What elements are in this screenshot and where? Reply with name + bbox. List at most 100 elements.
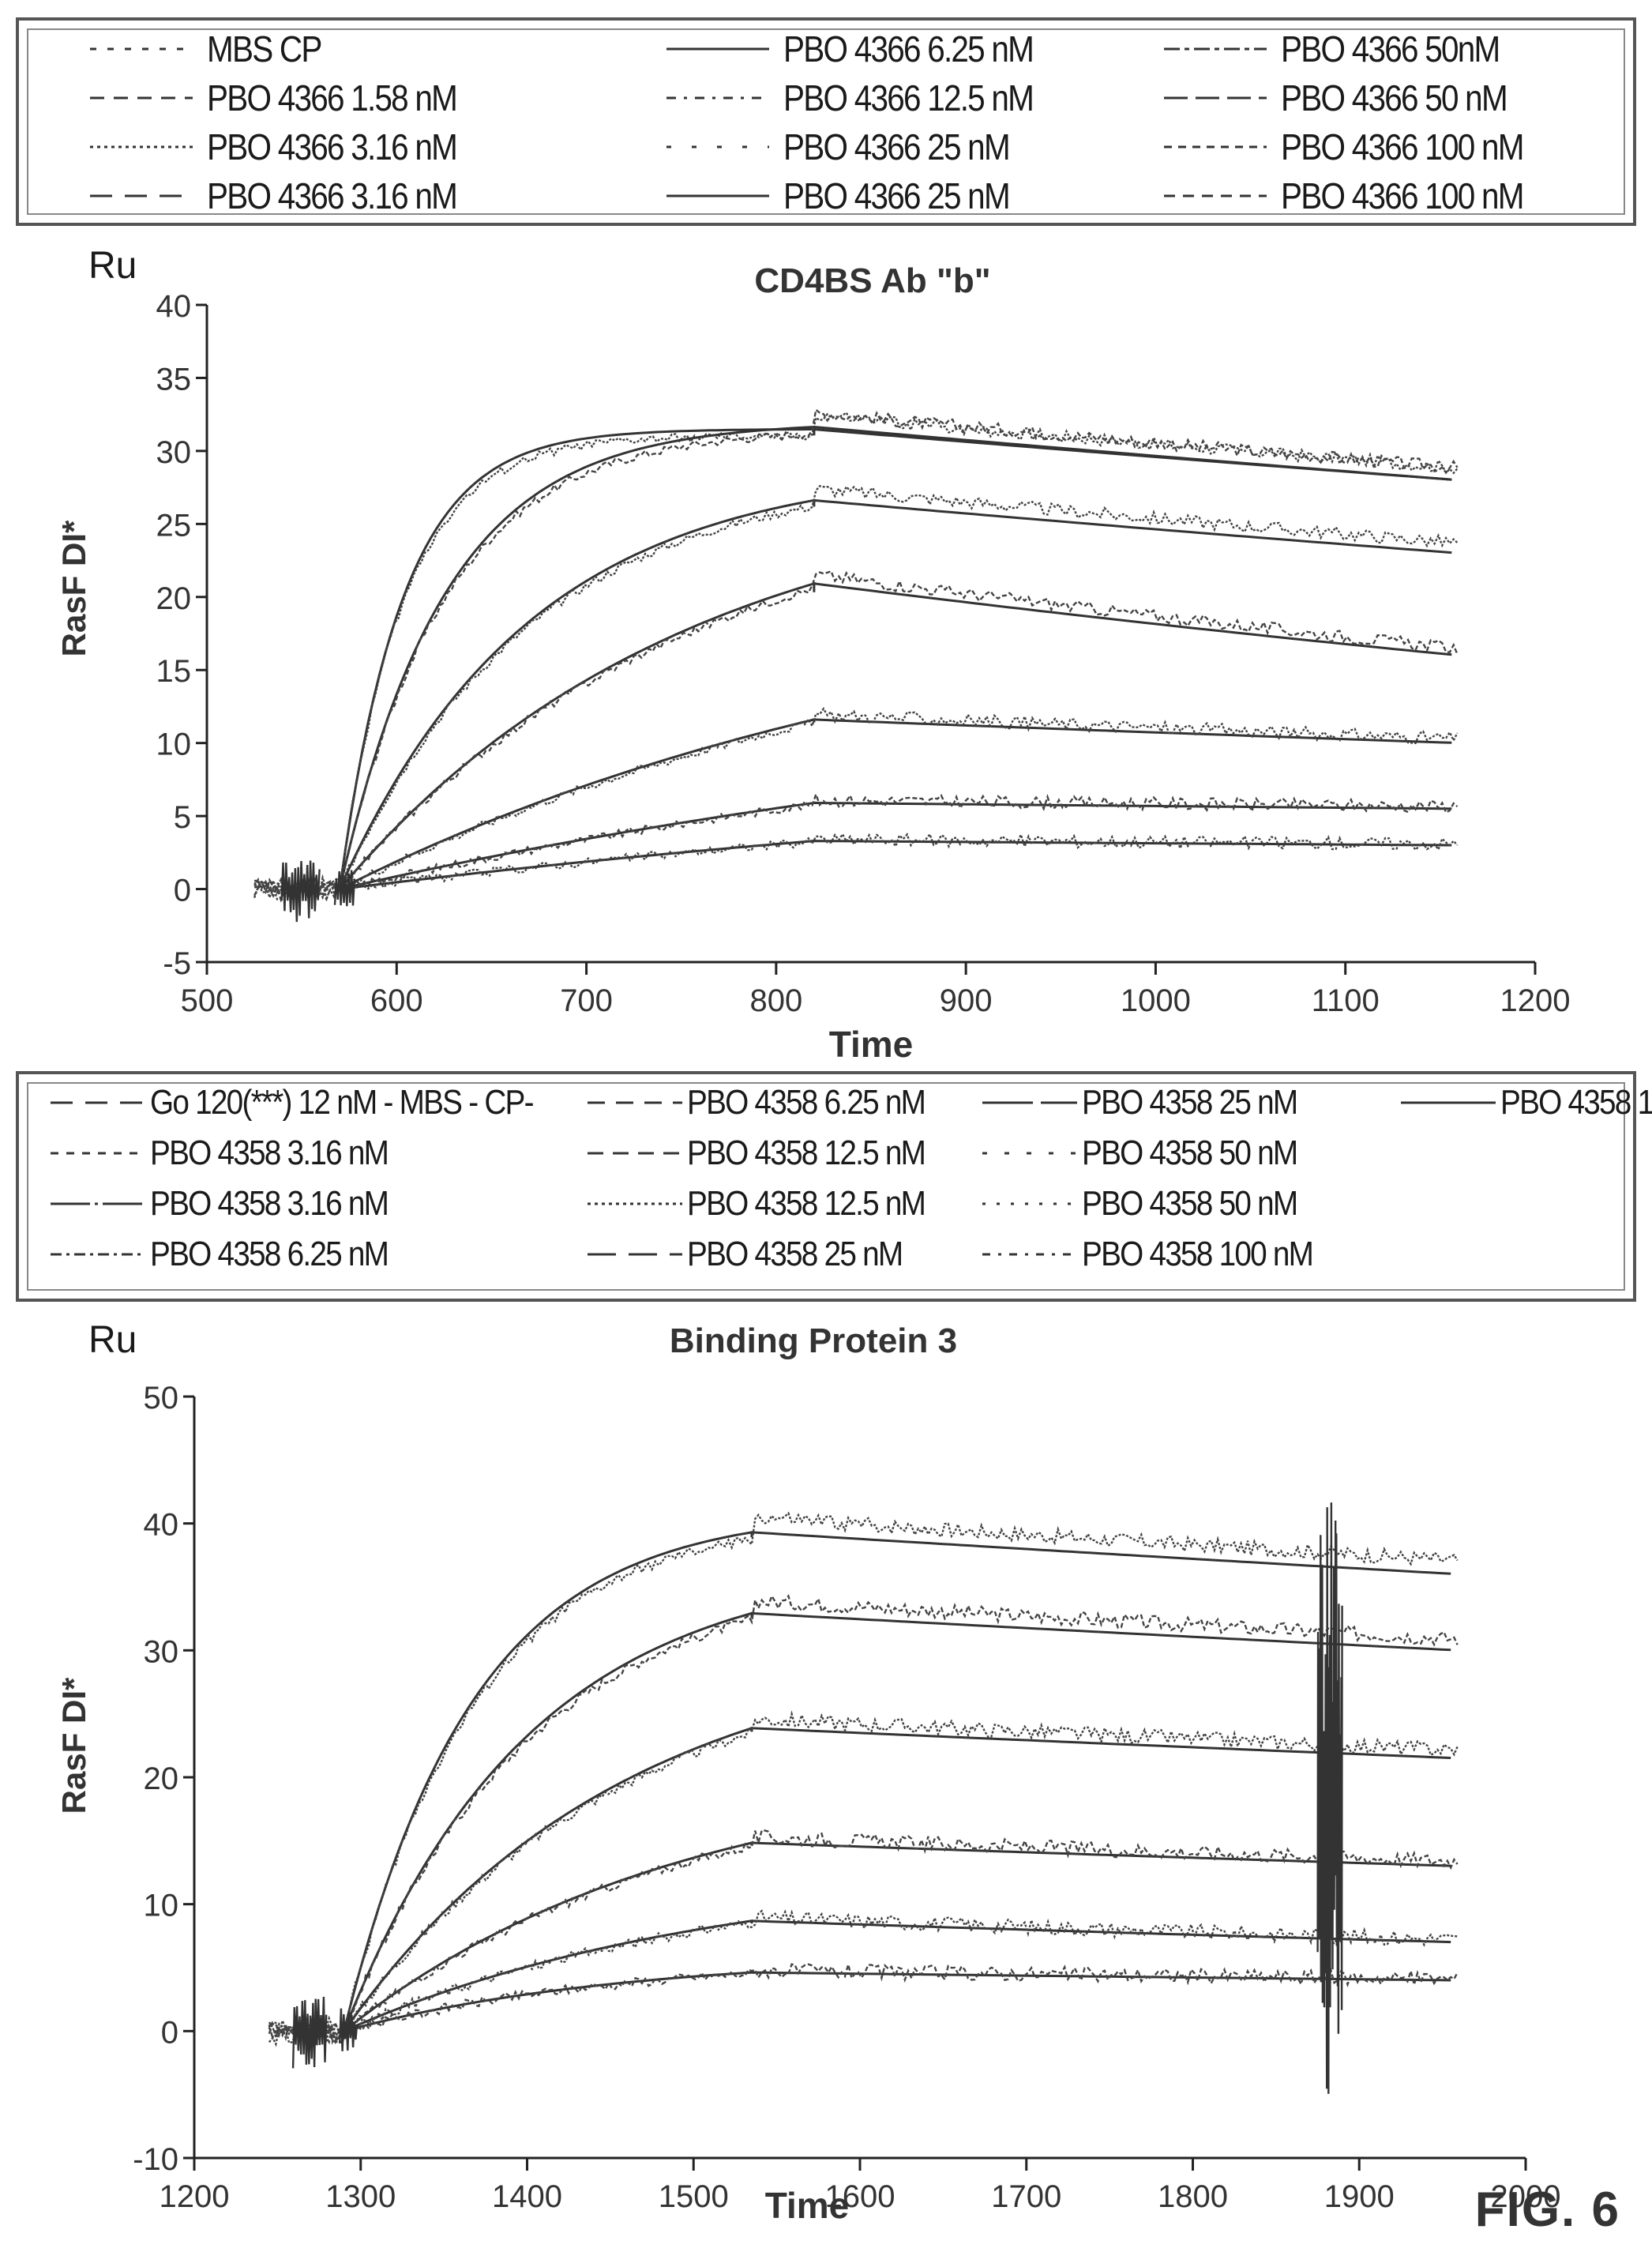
- chart1-x-tick-label: 1000: [1121, 983, 1191, 1018]
- legend1-line-sample: [90, 194, 193, 197]
- chart1-fit-curve: [338, 425, 1452, 889]
- legend1-label: PBO 4366 25 nM: [783, 175, 1011, 216]
- chart1-measured-trace: [253, 411, 1459, 901]
- legend2-line-sample: [982, 1202, 1077, 1205]
- legend1-entry: PBO 4366 3.16 nM: [90, 122, 490, 172]
- figure-label: FIG. 6: [1474, 2182, 1620, 2237]
- legend2-line-sample: [588, 1253, 682, 1256]
- legend1-entry: PBO 4366 1.58 nM: [90, 73, 490, 123]
- legend2-line-sample: [51, 1202, 145, 1205]
- chart2-injection-artifact: [339, 2008, 359, 2051]
- chart2-fit-curve: [343, 1611, 1451, 2032]
- legend1-entry: PBO 4366 100 nM: [1164, 122, 1556, 172]
- chart1-ylabel: RasF DI*: [55, 520, 92, 656]
- chart1-title: CD4BS Ab "b": [754, 261, 990, 300]
- chart1-x-tick-label: 700: [560, 983, 613, 1018]
- chart2-fit-curve: [343, 1531, 1451, 2032]
- legend1-line-sample: [666, 96, 769, 100]
- legend2-entry: PBO 4358 25 nM: [588, 1229, 932, 1280]
- chart2-ylabel: RasF DI*: [55, 1677, 92, 1814]
- legend1-line-sample: [1164, 194, 1267, 197]
- chart1-measured-trace: [253, 408, 1459, 903]
- chart2-measured-trace: [268, 1511, 1459, 2046]
- chart2-y-tick-label: -10: [133, 2142, 178, 2177]
- legend2-line-sample: [982, 1152, 1077, 1155]
- chart1-y-tick-label: 0: [174, 874, 191, 908]
- chart2-measured-trace: [268, 1961, 1459, 2045]
- chart1-yunit: Ru: [88, 245, 137, 287]
- legend1-inner-frame: [27, 28, 1625, 215]
- legend2-entry: PBO 4358 100 nM: [982, 1229, 1344, 1280]
- chart1-x-tick-label: 900: [940, 983, 993, 1018]
- legend2-label: PBO 4358 3.16 nM: [150, 1134, 389, 1172]
- legend1-entry: PBO 4366 3.16 nM: [90, 171, 490, 221]
- chart2-measured-trace: [268, 1829, 1459, 2046]
- chart1-measured-trace: [253, 706, 1459, 899]
- legend1-line-sample: [666, 194, 769, 197]
- legend1-line-sample: [90, 145, 193, 149]
- legend1-line-sample: [666, 47, 769, 51]
- chart1-injection-artifact: [333, 870, 356, 907]
- legend2-line-sample: [51, 1101, 145, 1104]
- legend-bottom: Go 120(***) 12 nM - MBS - CP- PBO 4358 3.…: [16, 1071, 1652, 1302]
- chart2-y-tick-label: 40: [144, 1508, 179, 1543]
- legend1-entry: PBO 4366 100 nM: [1164, 171, 1556, 221]
- chart2-fit-curve: [343, 1841, 1451, 2032]
- legend1-label: PBO 4366 25 nM: [783, 126, 1011, 167]
- chart2-y-tick-label: 20: [144, 1761, 179, 1796]
- legend2-line-sample: [588, 1152, 682, 1155]
- chart1-y-tick-label: 10: [156, 727, 192, 762]
- legend2-entry: PBO 4358 6.25 nM: [51, 1229, 420, 1280]
- legend2-entry: PBO 4358 12.5 nM: [588, 1128, 957, 1179]
- legend1-label: PBO 4366 12.5 nM: [783, 77, 1034, 118]
- legend2-label: Go 120(***) 12 nM - MBS - CP-: [150, 1083, 535, 1122]
- legend1-line-sample: [1164, 96, 1267, 100]
- legend2-entry: PBO 4358 12.5 nM: [588, 1179, 957, 1229]
- legend1-label: PBO 4366 50 nM: [1281, 77, 1508, 118]
- chart1-measured-trace: [253, 832, 1459, 900]
- legend2-entry: PBO 4358 3.16 nM: [51, 1128, 420, 1179]
- legend2-label: PBO 4358 6.25 nM: [150, 1235, 389, 1273]
- legend2-label: PBO 4358 6.25 nM: [687, 1083, 926, 1122]
- legend2-line-sample: [51, 1253, 145, 1256]
- legend1-entry: PBO 4366 50 nM: [1164, 73, 1537, 123]
- chart1-xlabel: Time: [829, 1024, 914, 1058]
- legend2-label: PBO 4358 12.5 nM: [687, 1184, 926, 1223]
- chart1-y-tick-label: 30: [156, 435, 192, 470]
- chart2-x-tick-label: 1500: [659, 2179, 729, 2214]
- chart2-y-tick-label: 30: [144, 1634, 179, 1669]
- legend1-entry: PBO 4366 25 nM: [666, 171, 1040, 221]
- chart1-x-tick-label: 1200: [1500, 983, 1571, 1018]
- legend1-entry: PBO 4366 6.25 nM: [666, 24, 1067, 74]
- legend1-label: PBO 4366 100 nM: [1281, 126, 1524, 167]
- chart1-y-tick-label: 15: [156, 654, 192, 689]
- legend2-label: PBO 4358 12.5 nM: [687, 1134, 926, 1172]
- legend1-entry: PBO 4366 25 nM: [666, 122, 1040, 172]
- chart1-fit-curve: [340, 839, 1452, 891]
- chart2-regeneration-artifact: [1316, 1502, 1343, 2094]
- legend1-entry: PBO 4366 50nM: [1164, 24, 1529, 74]
- legend2-entry: PBO 4358 25 nM: [982, 1077, 1327, 1128]
- chart1-measured-trace: [253, 791, 1459, 902]
- chart2-x-tick-label: 1400: [492, 2179, 562, 2214]
- chart2-injection-artifact: [291, 1996, 328, 2069]
- chart1-injection-artifact: [280, 860, 321, 923]
- legend1-entry: MBS CP: [90, 24, 336, 74]
- chart2-x-tick-label: 1300: [325, 2179, 396, 2214]
- chart2-x-tick-label: 1900: [1324, 2179, 1395, 2214]
- legend1-label: PBO 4366 1.58 nM: [207, 77, 458, 118]
- chart1-measured-trace: [253, 484, 1459, 901]
- chart1-y-tick-label: 35: [156, 362, 192, 397]
- legend2-label: PBO 4358 50 nM: [1082, 1184, 1298, 1223]
- legend1-label: PBO 4366 6.25 nM: [783, 28, 1034, 70]
- legend2-label: PBO 4358 100 nM: [1500, 1083, 1652, 1122]
- chart1-y-tick-label: 40: [156, 289, 192, 324]
- chart2-measured-trace: [268, 1909, 1458, 2045]
- legend1-line-sample: [90, 96, 193, 100]
- chart2-fit-curve: [344, 1971, 1451, 2032]
- legend2-line-sample: [982, 1101, 1077, 1104]
- legend2-inner-frame: [27, 1082, 1625, 1291]
- chart2-x-tick-label: 1800: [1158, 2179, 1228, 2214]
- legend2-line-sample: [588, 1202, 682, 1205]
- legend2-label: PBO 4358 25 nM: [1082, 1083, 1298, 1122]
